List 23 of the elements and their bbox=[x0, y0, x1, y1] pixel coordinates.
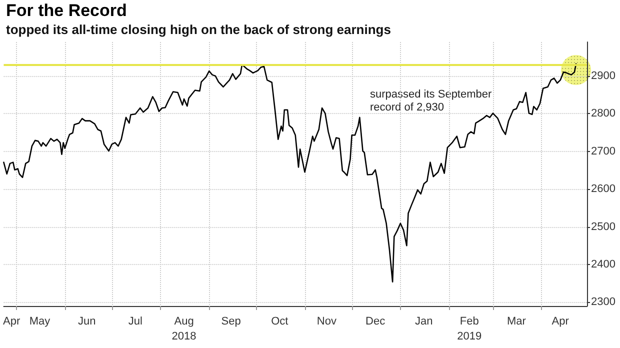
x-tick-label: Aug 2018 bbox=[172, 316, 196, 342]
x-tick-label: May bbox=[29, 316, 51, 328]
y-tick-label: 2800 bbox=[591, 108, 616, 120]
x-tick-label: Apr bbox=[552, 316, 570, 328]
y-tick-label: 2700 bbox=[591, 145, 616, 158]
x-tick-label: Apr bbox=[2, 316, 20, 328]
chart-title: For the Record bbox=[6, 1, 127, 20]
x-tick-label: Jul bbox=[128, 316, 142, 328]
chart-subtitle: topped its all-time closing high on the back of strong earnings bbox=[6, 22, 391, 37]
x-tick-label: Nov bbox=[316, 316, 337, 328]
y-tick-label: 2400 bbox=[591, 258, 616, 271]
x-tick-label: Jan bbox=[415, 316, 433, 328]
x-tick-label: Feb 2019 bbox=[457, 316, 482, 342]
y-tick-label: 2600 bbox=[591, 183, 616, 196]
y-tick-label: 2900 bbox=[591, 70, 616, 82]
x-tick-label: Mar bbox=[506, 316, 526, 328]
y-tick-label: 2300 bbox=[591, 296, 616, 308]
x-tick-label: Oct bbox=[271, 316, 288, 328]
y-tick-label: 2500 bbox=[591, 220, 616, 233]
x-tick-label: Dec bbox=[366, 316, 386, 328]
annotation: surpassed its September record of 2,930 bbox=[370, 88, 495, 114]
x-tick-label: Sep bbox=[221, 316, 241, 328]
x-tick-label: Jun bbox=[78, 316, 96, 328]
